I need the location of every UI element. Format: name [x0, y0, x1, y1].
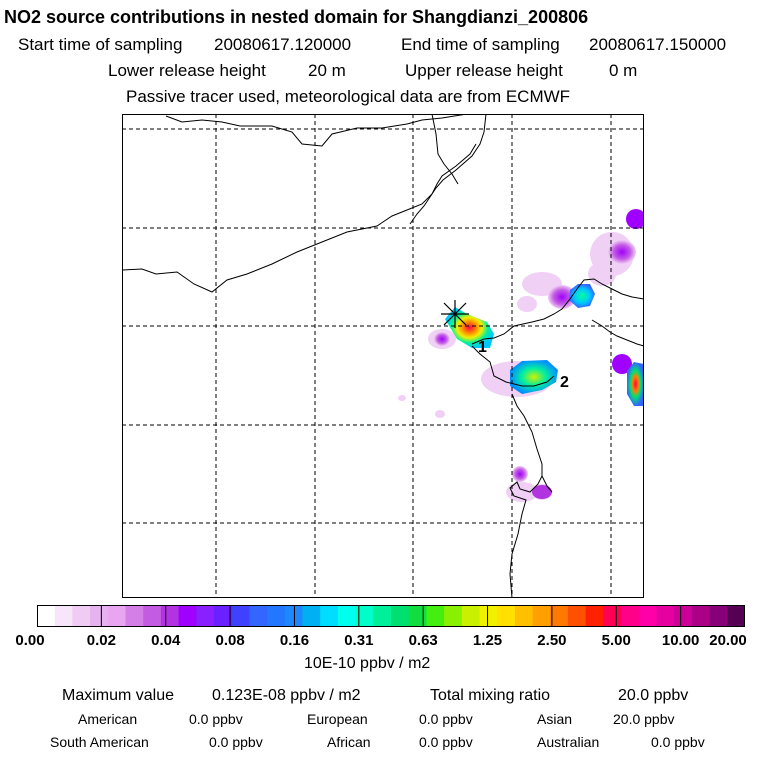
start-time-label: Start time of sampling [18, 35, 183, 54]
hotspot-2 [510, 360, 558, 394]
lower-height-value: 20 m [308, 61, 346, 80]
point-label-1: 1 [478, 339, 487, 356]
colorbar-tick-label: 20.00 [709, 632, 747, 649]
coastlines [122, 114, 644, 598]
plot-title: NO2 source contributions in nested domai… [4, 7, 589, 27]
total-mixing-value: 20.0 ppbv [618, 687, 689, 704]
colorbar-swatch [355, 605, 374, 627]
colorbar-swatch [709, 605, 728, 627]
colorbar-swatch [54, 605, 73, 627]
plume-purple [434, 209, 644, 499]
colorbar-swatch [638, 605, 657, 627]
colorbar-swatch [214, 605, 233, 627]
plume-hotspots [445, 284, 644, 406]
end-time-label: End time of sampling [401, 35, 560, 54]
end-time-value: 20080617.150000 [589, 35, 727, 54]
colorbar-tick-label: 0.63 [408, 632, 438, 649]
colorbar-swatch [37, 605, 56, 627]
colorbar-tick-label: 0.04 [151, 632, 181, 649]
colorbar-swatch [391, 605, 410, 627]
colorbar-swatch [479, 605, 498, 627]
region-asian-value: 20.0 ppbv [613, 711, 675, 727]
region-american-value: 0.0 ppbv [189, 711, 243, 727]
colorbar-tick-label: 1.25 [472, 632, 503, 649]
colorbar-swatch [568, 605, 587, 627]
region-australian-label: Australian [537, 734, 600, 750]
colorbar-swatch [691, 605, 711, 627]
colorbar-swatch [426, 605, 445, 627]
upper-height-label: Upper release height [405, 61, 563, 80]
colorbar-swatch [125, 605, 144, 627]
colorbar-tick-label: 2.50 [537, 632, 567, 649]
colorbar-swatch [373, 605, 392, 627]
colorbar-swatch [656, 605, 675, 627]
colorbar-swatch [603, 605, 622, 627]
hotspot-1 [445, 307, 494, 348]
colorbar-swatch [196, 605, 215, 627]
colorbar-swatch [444, 605, 463, 627]
region-asian-label: Asian [537, 711, 573, 727]
colorbar-swatch [461, 605, 480, 627]
colorbar-tick-label: 10.00 [661, 632, 700, 649]
region-european-value: 0.0 ppbv [419, 711, 473, 727]
colorbar-swatch [532, 605, 551, 627]
colorbar-swatch [337, 605, 357, 627]
colorbar-tick-label: 0.16 [279, 632, 310, 649]
colorbar-swatch [143, 605, 162, 627]
colorbar-swatch [408, 605, 427, 627]
hotspot-4 [627, 362, 644, 406]
map-frame [122, 114, 644, 598]
receptor-star-icon [441, 300, 469, 328]
tracer-note: Passive tracer used, meteorological data… [126, 87, 571, 106]
colorbar-swatch [302, 605, 321, 627]
colorbar-swatch [90, 605, 109, 627]
upper-height-value: 0 m [609, 61, 638, 80]
start-time-value: 20080617.120000 [214, 35, 352, 54]
lower-height-label: Lower release height [108, 61, 266, 80]
colorbar-unit: 10E-10 ppbv / m2 [304, 655, 431, 672]
total-mixing-label: Total mixing ratio [430, 687, 551, 704]
max-value-label: Maximum value [62, 687, 175, 704]
region-south-american-value: 0.0 ppbv [209, 734, 263, 750]
colorbar-swatch [249, 605, 268, 627]
colorbar-swatch [585, 605, 604, 627]
colorbar-tick-label: 0.00 [15, 632, 45, 649]
region-african-value: 0.0 ppbv [419, 734, 473, 750]
hotspot-3 [569, 284, 595, 308]
colorbar-swatch [178, 605, 197, 627]
colorbar-frame [37, 605, 745, 627]
colorbar-tick-label: 0.31 [344, 632, 374, 649]
colorbar-swatch [674, 605, 693, 627]
colorbar-tick-label: 5.00 [601, 632, 631, 649]
colorbar-swatch [727, 605, 745, 627]
region-african-label: African [327, 734, 371, 750]
colorbar-swatch [320, 605, 339, 627]
map-panel: 1 2 [122, 114, 644, 598]
colorbar-tick-label: 0.08 [215, 632, 245, 649]
colorbar-swatch [267, 605, 286, 627]
colorbar-swatch [497, 605, 516, 627]
colorbar-swatch [231, 605, 250, 627]
colorbar [37, 605, 745, 627]
colorbar-swatch [72, 605, 91, 627]
colorbar-swatch [514, 605, 534, 627]
region-american-label: American [78, 711, 138, 727]
max-value: 0.123E-08 ppbv / m2 [212, 687, 361, 704]
region-european-label: European [307, 711, 368, 727]
colorbar-swatch [107, 605, 126, 627]
colorbar-tick-label: 0.02 [86, 632, 116, 649]
colorbar-swatch [284, 605, 303, 627]
colorbar-swatch [160, 605, 180, 627]
lat-lon-grid [122, 114, 644, 598]
point-label-2: 2 [560, 374, 569, 391]
region-australian-value: 0.0 ppbv [651, 734, 705, 750]
colorbar-swatch [550, 605, 569, 627]
region-south-american-label: South American [50, 734, 149, 750]
colorbar-swatch [621, 605, 640, 627]
